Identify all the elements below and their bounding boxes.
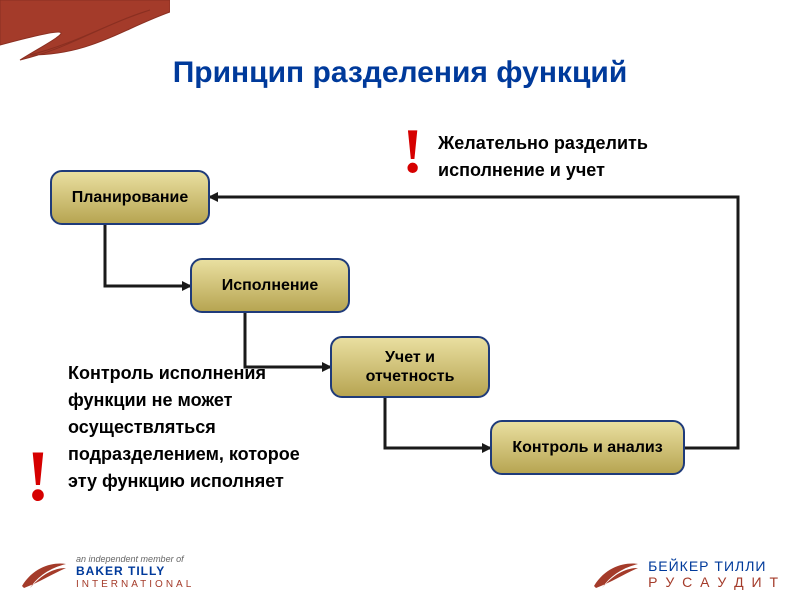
flow-node-n4: Контроль и анализ (490, 420, 685, 475)
note-bottom: Контроль исполненияфункции не можетосуще… (68, 360, 300, 495)
swoosh-icon (20, 558, 68, 590)
flow-edge-n3-n4 (385, 398, 490, 448)
flow-edge-n2-n3 (245, 313, 330, 367)
logo-line1: BAKER TILLY (76, 565, 194, 579)
note-top-exclamation-icon: ! (402, 125, 423, 176)
note-bottom-exclamation-icon: ! (26, 448, 50, 506)
logo-line1: БЕЙКЕР ТИЛЛИ (648, 558, 780, 574)
flow-arrows (0, 0, 800, 600)
logo-line2: INTERNATIONAL (76, 579, 194, 591)
logo-baker-tilly-intl: an independent member of BAKER TILLY INT… (20, 554, 194, 590)
flow-node-n2: Исполнение (190, 258, 350, 313)
slide-canvas: Принцип разделения функций Планирование И… (0, 0, 800, 600)
logo-line2: Р У С А У Д И Т (648, 574, 780, 590)
slide-title: Принцип разделения функций (173, 56, 628, 90)
corner-swoosh-icon (0, 0, 170, 75)
logo-baker-tilly-rusaudit: БЕЙКЕР ТИЛЛИ Р У С А У Д И Т (592, 558, 780, 590)
note-top: Желательно разделитьисполнение и учет (438, 130, 648, 184)
flow-edge-n1-n2 (105, 225, 190, 286)
flow-node-n1: Планирование (50, 170, 210, 225)
flow-node-n3: Учет иотчетность (330, 336, 490, 398)
swoosh-icon (592, 558, 640, 590)
